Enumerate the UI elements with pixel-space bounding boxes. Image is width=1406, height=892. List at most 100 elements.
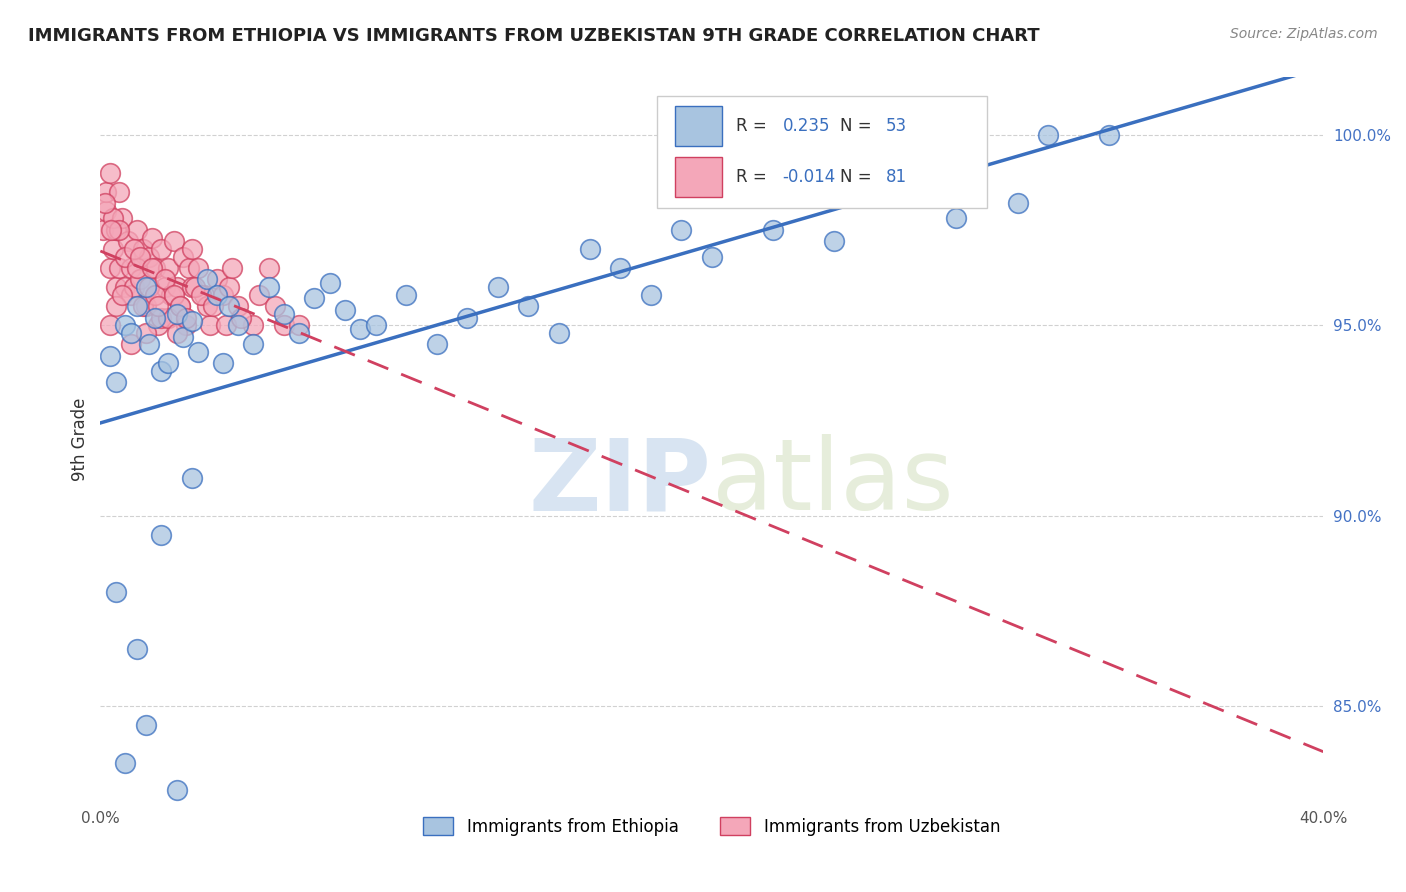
- Point: [145, 287, 167, 301]
- Point: [193, 287, 215, 301]
- Point: [273, 307, 295, 321]
- Point: [578, 242, 600, 256]
- Point: [111, 211, 134, 226]
- Point: [288, 326, 311, 340]
- Text: R =: R =: [737, 168, 772, 186]
- Point: [94, 196, 117, 211]
- Point: [166, 326, 188, 340]
- Point: [211, 356, 233, 370]
- Point: [349, 322, 371, 336]
- Point: [257, 260, 280, 275]
- Point: [169, 299, 191, 313]
- Point: [114, 250, 136, 264]
- Point: [226, 299, 249, 313]
- Point: [426, 337, 449, 351]
- Point: [138, 280, 160, 294]
- Point: [333, 302, 356, 317]
- Point: [190, 287, 212, 301]
- Point: [150, 528, 173, 542]
- Point: [184, 280, 207, 294]
- Point: [156, 356, 179, 370]
- Point: [174, 318, 197, 333]
- Point: [120, 337, 142, 351]
- Point: [202, 299, 225, 313]
- Point: [107, 260, 129, 275]
- Point: [132, 299, 155, 313]
- Text: N =: N =: [841, 118, 877, 136]
- Point: [107, 223, 129, 237]
- Point: [181, 242, 204, 256]
- Text: 53: 53: [886, 118, 907, 136]
- Point: [263, 299, 285, 313]
- Point: [153, 272, 176, 286]
- Text: R =: R =: [737, 118, 772, 136]
- Point: [104, 585, 127, 599]
- Point: [129, 250, 152, 264]
- Text: atlas: atlas: [711, 434, 953, 532]
- Point: [159, 287, 181, 301]
- Point: [247, 287, 270, 301]
- Point: [122, 242, 145, 256]
- Point: [163, 287, 186, 301]
- Point: [98, 349, 121, 363]
- Point: [156, 260, 179, 275]
- FancyBboxPatch shape: [675, 106, 721, 146]
- Point: [114, 318, 136, 333]
- Point: [93, 223, 115, 237]
- Point: [215, 318, 238, 333]
- Text: IMMIGRANTS FROM ETHIOPIA VS IMMIGRANTS FROM UZBEKISTAN 9TH GRADE CORRELATION CHA: IMMIGRANTS FROM ETHIOPIA VS IMMIGRANTS F…: [28, 27, 1040, 45]
- Point: [395, 287, 418, 301]
- Point: [153, 280, 176, 294]
- Point: [114, 280, 136, 294]
- Point: [163, 235, 186, 249]
- Point: [205, 287, 228, 301]
- Point: [318, 277, 340, 291]
- Point: [181, 314, 204, 328]
- Point: [101, 211, 124, 226]
- Point: [200, 318, 222, 333]
- Point: [120, 287, 142, 301]
- Point: [150, 242, 173, 256]
- Point: [1036, 128, 1059, 142]
- Point: [884, 185, 907, 199]
- Point: [98, 166, 121, 180]
- Point: [181, 280, 204, 294]
- Y-axis label: 9th Grade: 9th Grade: [72, 398, 89, 481]
- Point: [107, 185, 129, 199]
- Point: [156, 310, 179, 325]
- Point: [181, 470, 204, 484]
- Point: [125, 299, 148, 313]
- Point: [700, 250, 723, 264]
- Point: [304, 292, 326, 306]
- Point: [96, 185, 118, 199]
- Point: [125, 260, 148, 275]
- Point: [221, 260, 243, 275]
- Point: [138, 337, 160, 351]
- Point: [135, 280, 157, 294]
- Point: [122, 280, 145, 294]
- Point: [104, 280, 127, 294]
- Point: [187, 344, 209, 359]
- Point: [104, 376, 127, 390]
- Point: [166, 783, 188, 797]
- Point: [166, 307, 188, 321]
- Point: [150, 310, 173, 325]
- Point: [111, 287, 134, 301]
- Point: [257, 280, 280, 294]
- Text: 0.235: 0.235: [783, 118, 831, 136]
- Point: [150, 364, 173, 378]
- Text: ZIP: ZIP: [529, 434, 711, 532]
- Point: [104, 299, 127, 313]
- Point: [226, 318, 249, 333]
- Point: [1098, 128, 1121, 142]
- Point: [218, 280, 240, 294]
- Point: [166, 280, 188, 294]
- Point: [96, 203, 118, 218]
- Point: [120, 326, 142, 340]
- Point: [148, 299, 170, 313]
- Point: [762, 223, 785, 237]
- Point: [135, 326, 157, 340]
- Point: [195, 272, 218, 286]
- Point: [456, 310, 478, 325]
- Point: [273, 318, 295, 333]
